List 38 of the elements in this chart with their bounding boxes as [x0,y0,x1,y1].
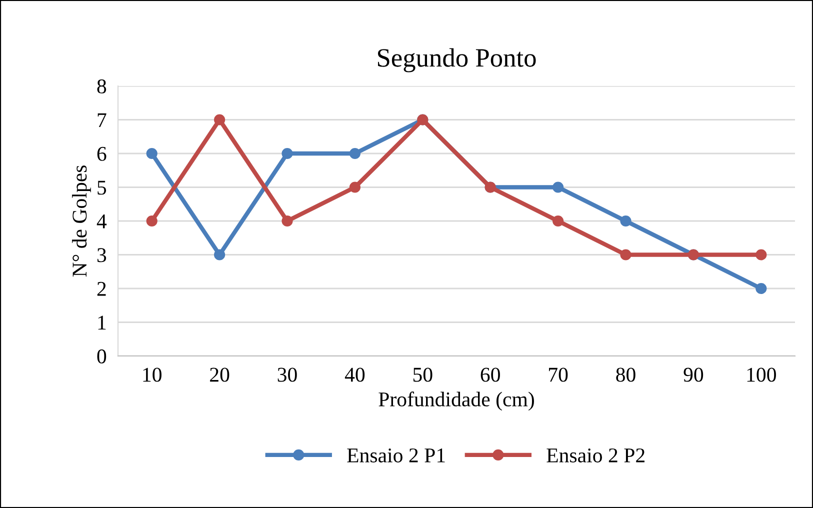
y-tick-label: 1 [98,316,106,330]
point [349,182,361,193]
point [214,249,226,260]
y-tick-label: 6 [97,146,106,161]
y-tick-label: 7 [98,113,106,127]
point [282,215,293,227]
y-tick-label: 3 [97,248,106,262]
x-tick-label: 10 [143,368,162,382]
x-tick-label: 20 [210,368,230,382]
point [756,282,767,294]
point [620,215,632,227]
point [552,215,564,227]
x-axis-title: Profundidade (cm) [378,392,534,411]
y-tick-label: 4 [96,214,107,228]
x-tick-label: 30 [278,368,297,382]
y-tick-label: 0 [97,349,106,364]
y-tick-label: 2 [97,282,106,296]
point [620,249,632,260]
point [146,215,158,227]
legend-label: Ensaio 2 P2 [546,448,644,462]
x-tick-label: 100 [747,368,776,382]
x-tick-label: 90 [684,368,704,382]
point [214,114,226,126]
y-axis-title: N° de Golpes [72,166,91,277]
point [756,249,767,260]
point [282,148,293,160]
x-tick-label: 60 [480,368,500,382]
y-tick-label: 5 [98,180,106,195]
legend-label: Ensaio 2 P1 [347,448,445,462]
chart-title: Segundo Ponto [378,48,536,72]
y-tick-label: 8 [97,79,106,94]
x-tick-label: 80 [616,368,636,382]
x-tick-label: 70 [549,368,568,382]
x-tick-label: 50 [413,368,432,382]
x-tick-label: 40 [344,368,365,382]
point [552,182,564,193]
point [349,148,361,160]
point [146,148,158,160]
